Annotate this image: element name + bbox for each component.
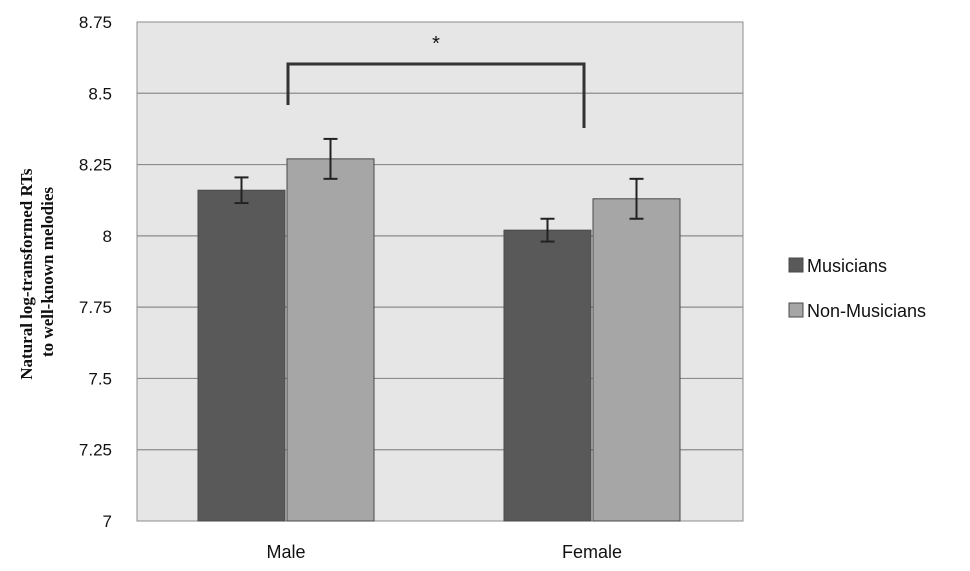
bar-musicians-male [197, 189, 286, 522]
x-category-label: Male [266, 542, 305, 562]
y-tick-label: 7.5 [88, 369, 112, 388]
bar-musicians-female [503, 229, 592, 522]
legend-swatch [788, 257, 804, 273]
y-tick-label: 8.75 [79, 13, 112, 32]
y-tick-label: 8.25 [79, 156, 112, 175]
legend-label: Musicians [807, 256, 887, 276]
significance-bracket: * [286, 33, 586, 128]
y-axis-ticks: 7 7.25 7.5 7.75 8 8.25 8.5 8.75 [79, 13, 112, 531]
legend-label: Non-Musicians [807, 301, 926, 321]
y-tick-label: 7.25 [79, 441, 112, 460]
error-bars [234, 137, 644, 243]
x-axis-categories: Male Female [266, 542, 622, 562]
y-tick-label: 8.5 [88, 84, 112, 103]
bracket-line [286, 62, 586, 128]
legend: Musicians Non-Musicians [788, 256, 926, 321]
significance-star: * [432, 33, 440, 55]
y-tick-label: 7.75 [79, 298, 112, 317]
x-category-label: Female [562, 542, 622, 562]
y-axis-label: Natural log-transformed RTs to well-know… [17, 164, 57, 380]
bar-non-musicians-male [286, 158, 375, 522]
legend-swatch [788, 302, 804, 318]
y-tick-label: 7 [103, 512, 112, 531]
bar-non-musicians-female [592, 198, 681, 522]
y-tick-label: 8 [103, 227, 112, 246]
